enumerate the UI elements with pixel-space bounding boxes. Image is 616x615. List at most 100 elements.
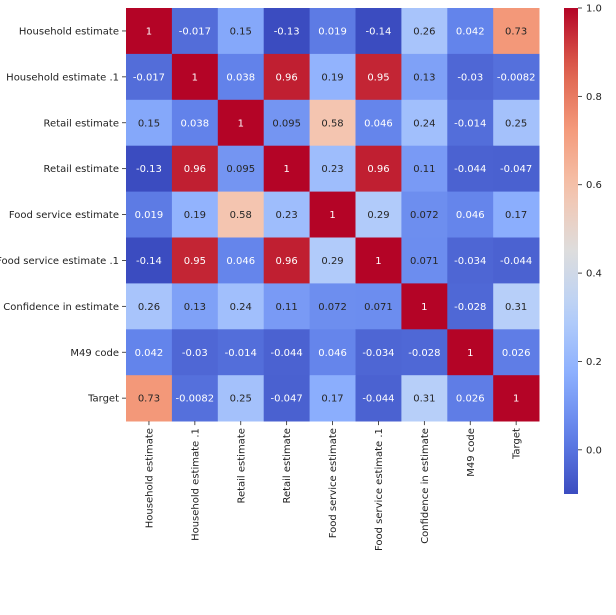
heatmap-cell-r0-c1	[171, 8, 219, 55]
cell-value-label-r2-c0: 0.15	[138, 118, 160, 129]
cell-value-label-r7-c3: -0.044	[271, 348, 303, 359]
x-tick-label-3: Retail estimate	[282, 428, 293, 503]
heatmap-cell-r2-c5	[355, 99, 402, 147]
y-tick-label-2: Retail estimate	[44, 118, 119, 129]
cell-value-label-r2-c6: 0.24	[413, 118, 435, 129]
cell-value-label-r5-c4: 0.29	[321, 256, 343, 267]
heatmap-cell-r8-c3	[263, 375, 310, 422]
heatmap-cell-r1-c2	[217, 53, 265, 101]
cell-value-label-r3-c8: -0.047	[500, 164, 532, 175]
heatmap-cell-r7-c8	[493, 329, 540, 376]
cell-value-label-r2-c2: 1	[238, 118, 244, 129]
heatmap-cell-r3-c4	[309, 145, 356, 192]
heatmap-cell-r1-c6	[401, 53, 448, 101]
cell-value-label-r6-c3: 0.11	[276, 302, 298, 313]
colorbar-tick-label-0: 0.0	[586, 445, 602, 456]
heatmap-cell-r5-c4	[309, 237, 356, 284]
cell-value-label-r8-c7: 0.026	[456, 394, 485, 405]
heatmap-cell-r1-c1	[171, 53, 219, 101]
cell-value-label-r0-c4: 0.019	[318, 26, 347, 37]
heatmap-cell-r1-c4	[309, 53, 356, 101]
cell-value-label-r5-c5: 1	[375, 256, 381, 267]
heatmap-cell-r0-c3	[263, 8, 310, 55]
cell-value-label-r7-c5: -0.034	[362, 348, 394, 359]
y-tick-label-7: M49 code	[70, 348, 119, 359]
heatmap-cell-r3-c3	[263, 145, 310, 192]
cell-value-label-r3-c2: 0.095	[226, 164, 255, 175]
cell-value-label-r8-c3: -0.047	[271, 394, 303, 405]
cell-value-label-r8-c0: 0.73	[138, 394, 160, 405]
heatmap-cell-r1-c8	[493, 53, 540, 101]
heatmap-cell-r7-c2	[217, 329, 265, 376]
cell-value-label-r4-c0: 0.019	[135, 210, 164, 221]
heatmap-cell-r3-c7	[447, 145, 494, 192]
heatmap-cell-r4-c8	[493, 191, 540, 238]
heatmap-cell-r8-c7	[447, 375, 494, 422]
y-tick-label-5: Food service estimate .1	[0, 256, 119, 267]
x-tick-label-7: M49 code	[466, 428, 477, 477]
cell-value-label-r4-c7: 0.046	[456, 210, 485, 221]
cell-value-label-r8-c4: 0.17	[321, 394, 343, 405]
heatmap-cell-r6-c4	[309, 283, 356, 330]
y-tick-label-6: Confidence in estimate	[3, 302, 119, 313]
cell-value-label-r6-c1: 0.13	[184, 302, 206, 313]
cell-value-label-r7-c7: 1	[467, 348, 473, 359]
y-tick-label-1: Household estimate .1	[6, 72, 119, 83]
heatmap-cell-r2-c1	[171, 99, 219, 147]
heatmap-cell-r4-c3	[263, 191, 310, 238]
heatmap-cell-r2-c3	[263, 99, 310, 147]
cell-value-label-r0-c5: -0.14	[366, 26, 392, 37]
cell-value-label-r6-c2: 0.24	[230, 302, 252, 313]
heatmap-cell-r2-c0	[126, 99, 173, 147]
x-tick-label-8: Target	[512, 428, 523, 460]
cell-value-label-r0-c8: 0.73	[505, 26, 527, 37]
cell-value-label-r0-c7: 0.042	[456, 26, 485, 37]
cell-value-label-r4-c8: 0.17	[505, 210, 527, 221]
cell-value-label-r3-c1: 0.96	[184, 164, 206, 175]
cell-value-label-r1-c4: 0.19	[321, 72, 343, 83]
heatmap-cell-r4-c1	[171, 191, 219, 238]
cell-value-label-r7-c4: 0.046	[318, 348, 347, 359]
heatmap-cell-r5-c1	[171, 237, 219, 284]
heatmap-cell-r5-c6	[401, 237, 448, 284]
cell-value-label-r5-c0: -0.14	[136, 256, 162, 267]
heatmap-cell-r2-c6	[401, 99, 448, 147]
heatmap-cell-r3-c8	[493, 145, 540, 192]
heatmap-cell-r7-c1	[171, 329, 219, 376]
x-tick-label-1: Household estimate .1	[190, 428, 201, 541]
heatmap-cell-r0-c2	[217, 8, 265, 55]
x-tick-label-2: Retail estimate	[236, 428, 247, 503]
x-axis: Household estimate Household estimate .1 R…	[144, 421, 523, 551]
cell-value-label-r6-c7: -0.028	[454, 302, 486, 313]
heatmap-cell-r3-c2	[217, 145, 265, 192]
heatmap-cell-r2-c4	[309, 99, 356, 147]
cell-value-label-r7-c8: 0.026	[502, 348, 531, 359]
colorbar-tick-label-2: 0.4	[586, 269, 602, 280]
heatmap-cell-r0-c0	[126, 8, 173, 55]
heatmap-cell-r1-c7	[447, 53, 494, 101]
x-tick-label-4: Food service estimate	[328, 428, 339, 538]
heatmap-cell-r0-c5	[355, 8, 402, 55]
heatmap-cell-r1-c3	[263, 53, 310, 101]
cell-value-label-r1-c3: 0.96	[276, 72, 298, 83]
x-tick-label-5: Food service estimate .1	[374, 428, 385, 551]
cell-value-label-r4-c4: 1	[329, 210, 335, 221]
cell-value-label-r2-c1: 0.038	[181, 118, 210, 129]
cell-value-label-r3-c3: 1	[283, 164, 289, 175]
cell-value-label-r3-c0: -0.13	[136, 164, 162, 175]
heatmap-cell-r7-c4	[309, 329, 356, 376]
cell-value-label-r6-c4: 0.072	[318, 302, 347, 313]
heatmap-cell-r4-c7	[447, 191, 494, 238]
cell-value-label-r6-c0: 0.26	[138, 302, 160, 313]
heatmap-cell-r7-c6	[401, 329, 448, 376]
heatmap-cell-r8-c4	[309, 375, 356, 422]
cell-value-label-r2-c4: 0.58	[321, 118, 343, 129]
heatmap-cell-r6-c6	[401, 283, 448, 330]
heatmap-cell-r4-c0	[126, 191, 173, 238]
cell-value-label-r8-c5: -0.044	[362, 394, 394, 405]
heatmap-cell-r2-c2	[217, 99, 265, 147]
cell-value-label-r4-c2: 0.58	[230, 210, 252, 221]
y-tick-label-4: Food service estimate	[9, 210, 119, 221]
heatmap-cell-r5-c5	[355, 237, 402, 284]
